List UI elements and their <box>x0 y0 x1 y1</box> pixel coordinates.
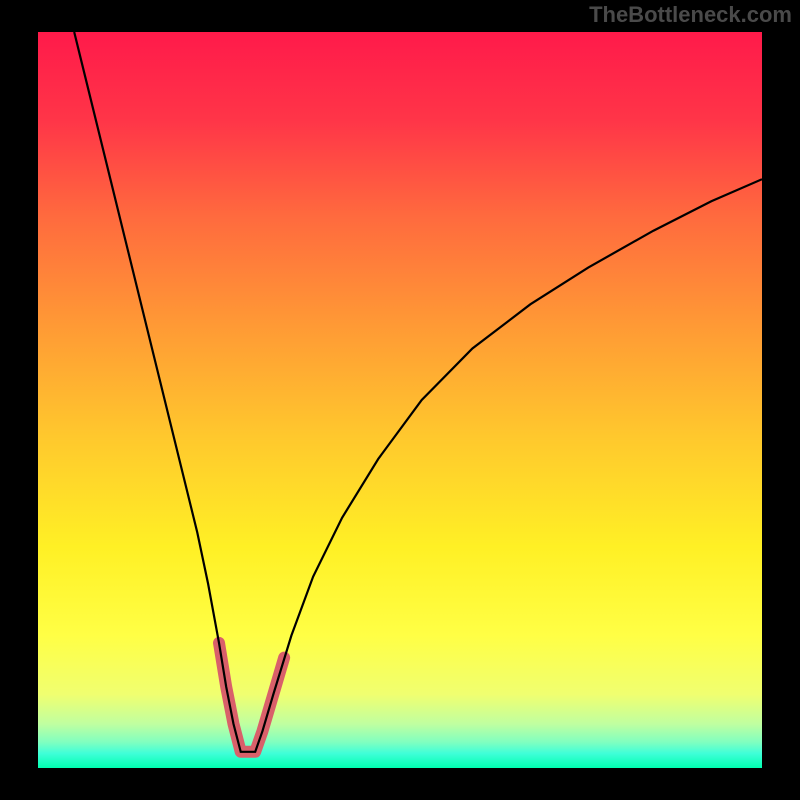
chart-svg <box>38 32 762 768</box>
watermark-text: TheBottleneck.com <box>589 2 792 28</box>
gradient-background <box>38 32 762 768</box>
plot-area <box>38 32 762 768</box>
